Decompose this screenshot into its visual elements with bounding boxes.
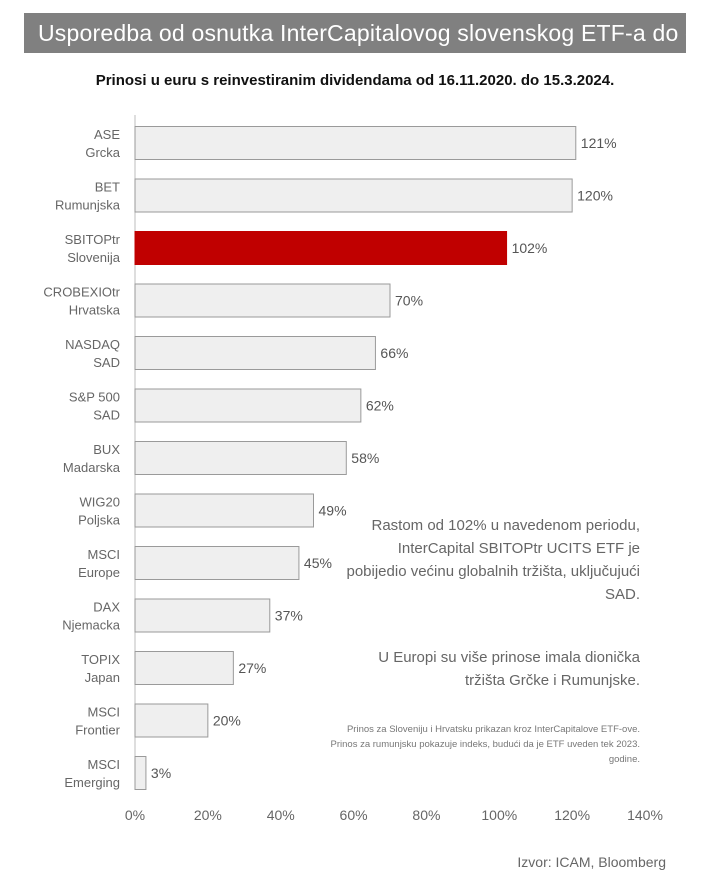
- category-label: S&P 500: [69, 390, 120, 405]
- category-label: Europe: [78, 565, 120, 580]
- bar-value-label: 20%: [213, 713, 241, 729]
- bar: [134, 178, 573, 213]
- x-tick-label: 60%: [340, 807, 368, 823]
- bar-value-label: 62%: [366, 398, 394, 414]
- bar-value-label: 3%: [151, 765, 171, 781]
- category-label: BUX: [93, 442, 120, 457]
- category-label: Frontier: [75, 723, 120, 738]
- category-label: SAD: [93, 355, 120, 370]
- category-label: Hrvatska: [69, 303, 121, 318]
- x-tick-label: 40%: [267, 807, 295, 823]
- category-label: MSCI: [88, 547, 121, 562]
- x-tick-label: 140%: [627, 807, 663, 823]
- bar-value-label: 37%: [275, 608, 303, 624]
- category-label: SAD: [93, 408, 120, 423]
- bar: [134, 388, 362, 423]
- category-label: Slovenija: [67, 250, 121, 265]
- category-label: Grcka: [85, 145, 120, 160]
- x-tick-label: 0%: [125, 807, 145, 823]
- chart-subtitle: Prinosi u euru s reinvestiranim dividend…: [95, 72, 615, 89]
- category-label: WIG20: [80, 495, 120, 510]
- bar: [134, 441, 347, 475]
- bar: [134, 283, 391, 318]
- category-label: DAX: [93, 600, 120, 615]
- category-label: Madarska: [63, 460, 121, 475]
- source-label: Izvor: ICAM, Bloomberg: [517, 854, 666, 870]
- bar-value-label: 66%: [380, 345, 408, 361]
- bar: [134, 703, 209, 738]
- chart-title-banner: Usporedba od osnutka InterCapitalovog sl…: [24, 13, 686, 53]
- x-tick-label: 20%: [194, 807, 222, 823]
- bar: [134, 546, 300, 580]
- x-tick-label: 120%: [554, 807, 590, 823]
- category-label: MSCI: [88, 705, 121, 720]
- annotation-main: Rastom od 102% u navedenom periodu, Inte…: [346, 517, 640, 603]
- bar: [134, 651, 234, 685]
- category-label: Japan: [85, 670, 120, 685]
- category-label: Njemacka: [62, 618, 121, 633]
- category-label: TOPIX: [81, 652, 120, 667]
- category-label: ASE: [94, 127, 120, 142]
- bar-value-label: 49%: [319, 503, 347, 519]
- bar: [134, 756, 147, 790]
- category-label: NASDAQ: [65, 337, 120, 352]
- bar: [134, 493, 314, 528]
- bar-value-label: 58%: [351, 450, 379, 466]
- category-label: Poljska: [78, 513, 121, 528]
- bar-value-label: 121%: [581, 135, 617, 151]
- category-label: Rumunjska: [55, 198, 121, 213]
- bar: [134, 126, 577, 160]
- bar-value-label: 120%: [577, 188, 613, 204]
- category-label: CROBEXIOtr: [43, 285, 120, 300]
- category-label: SBITOPtr: [65, 232, 121, 247]
- bar: [134, 598, 271, 633]
- category-label: Emerging: [64, 775, 120, 790]
- bar-value-label: 27%: [238, 660, 266, 676]
- bar-value-label: 45%: [304, 555, 332, 571]
- category-label: BET: [95, 180, 120, 195]
- category-label: MSCI: [88, 757, 121, 772]
- bar-value-label: 102%: [512, 240, 548, 256]
- x-tick-label: 80%: [412, 807, 440, 823]
- bar: [134, 336, 376, 370]
- annotation-europe: U Europi su više prinose imala dionička …: [378, 649, 640, 689]
- annotation-footnote: Prinos za Sloveniju i Hrvatsku prikazan …: [330, 724, 640, 765]
- bar: [134, 231, 508, 265]
- x-tick-label: 100%: [481, 807, 517, 823]
- bar-value-label: 70%: [395, 293, 423, 309]
